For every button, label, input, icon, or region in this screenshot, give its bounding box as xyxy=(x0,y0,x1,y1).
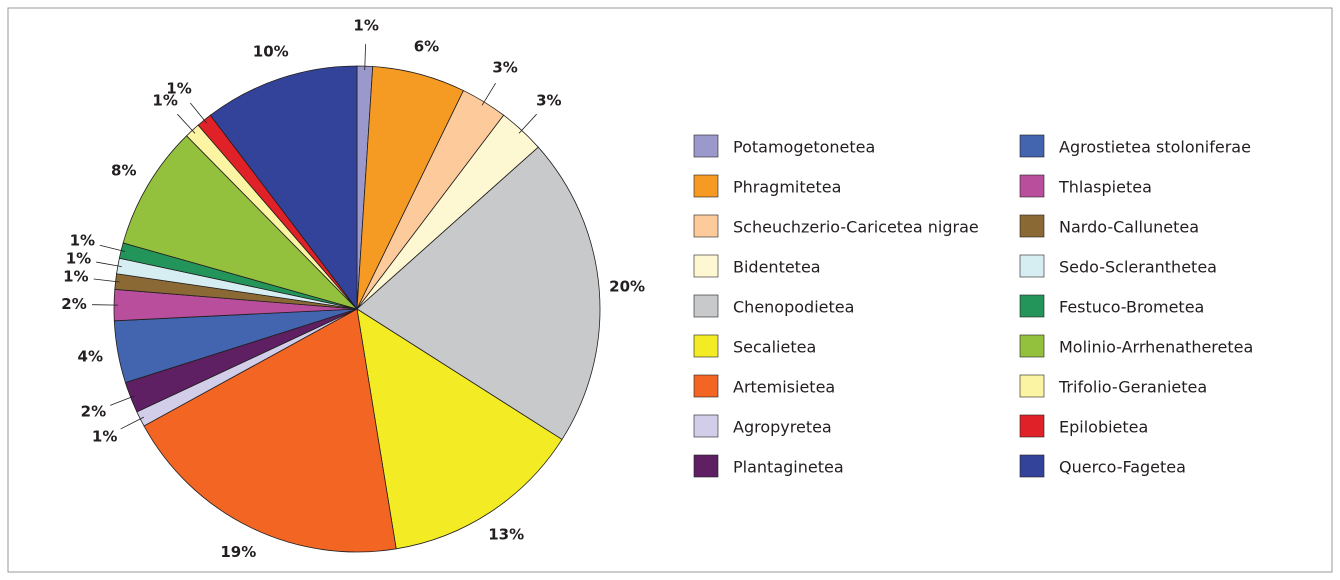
legend-swatch xyxy=(693,374,719,398)
legend-label: Scheuchzerio-Caricetea nigrae xyxy=(733,218,979,237)
legend-swatch xyxy=(693,454,719,478)
pie-slice xyxy=(356,146,601,441)
data-label: 19% xyxy=(220,543,256,561)
data-label: 4% xyxy=(78,348,103,366)
leader-line xyxy=(96,261,122,268)
legend-swatch xyxy=(1019,254,1045,278)
legend-label: Nardo-Callunetea xyxy=(1059,218,1199,237)
leader-line xyxy=(190,102,208,124)
data-label: 1% xyxy=(63,267,88,285)
legend-swatch xyxy=(693,334,719,358)
leader-line xyxy=(177,113,196,134)
legend-label: Festuco-Brometea xyxy=(1059,298,1204,317)
legend-label: Potamogetonetea xyxy=(733,138,875,157)
legend-swatch xyxy=(693,174,719,198)
legend-label: Phragmitetea xyxy=(733,178,841,197)
legend-swatch xyxy=(693,294,719,318)
data-label: 3% xyxy=(492,58,517,76)
data-label: 1% xyxy=(353,17,378,35)
legend-label: Chenopodietea xyxy=(733,298,854,317)
data-label: 1% xyxy=(70,231,95,249)
legend-swatch xyxy=(1019,334,1045,358)
legend-swatch xyxy=(693,254,719,278)
data-label: 13% xyxy=(488,526,524,544)
legend-label: Thlaspietea xyxy=(1058,178,1152,197)
pie-slice xyxy=(209,65,358,311)
legend-swatch xyxy=(1019,174,1045,198)
legend-label: Bidentetea xyxy=(733,258,821,277)
leader-line xyxy=(110,395,135,406)
legend-swatch xyxy=(1019,294,1045,318)
legend-label: Sedo-Scleranthetea xyxy=(1059,258,1217,277)
legend-label: Epilobietea xyxy=(1059,418,1148,437)
legend-label: Molinio-Arrhenatheretea xyxy=(1059,338,1253,357)
pie-slice xyxy=(356,308,563,550)
leader-line xyxy=(481,82,496,106)
data-label: 6% xyxy=(414,38,439,56)
legend-label: Querco-Fagetea xyxy=(1059,458,1186,477)
pie-slice xyxy=(122,135,359,310)
frame xyxy=(7,7,1333,573)
legend-swatch xyxy=(1019,374,1045,398)
data-label: 2% xyxy=(61,295,86,313)
legend-label: Plantaginetea xyxy=(733,458,844,477)
legend-swatch xyxy=(693,214,719,238)
legend-swatch xyxy=(693,414,719,438)
data-label: 3% xyxy=(536,91,561,109)
legend-swatch xyxy=(693,134,719,158)
legend-label: Trifolio-Geranietea xyxy=(1058,378,1207,397)
data-label: 20% xyxy=(609,278,645,296)
pie-slice xyxy=(143,308,397,553)
legend-label: Artemisietea xyxy=(733,378,835,397)
data-label: 1% xyxy=(166,79,191,97)
leader-line xyxy=(364,44,366,71)
leader-line xyxy=(99,244,126,252)
legend-swatch xyxy=(1019,414,1045,438)
legend-swatch xyxy=(1019,134,1045,158)
data-label: 2% xyxy=(81,402,106,420)
legend-label: Secalietea xyxy=(733,338,816,357)
data-label: 1% xyxy=(152,91,177,109)
legend-label: Agropyretea xyxy=(733,418,832,437)
data-label: 10% xyxy=(253,43,289,61)
legend-swatch xyxy=(1019,214,1045,238)
data-label: 1% xyxy=(92,428,117,446)
leader-line xyxy=(518,113,537,134)
leader-line xyxy=(93,278,120,283)
legend-swatch xyxy=(1019,454,1045,478)
leader-line xyxy=(120,416,145,430)
legend-label: Agrostietea stoloniferae xyxy=(1059,138,1251,157)
data-label: 8% xyxy=(111,161,136,179)
data-label: 1% xyxy=(66,249,91,267)
